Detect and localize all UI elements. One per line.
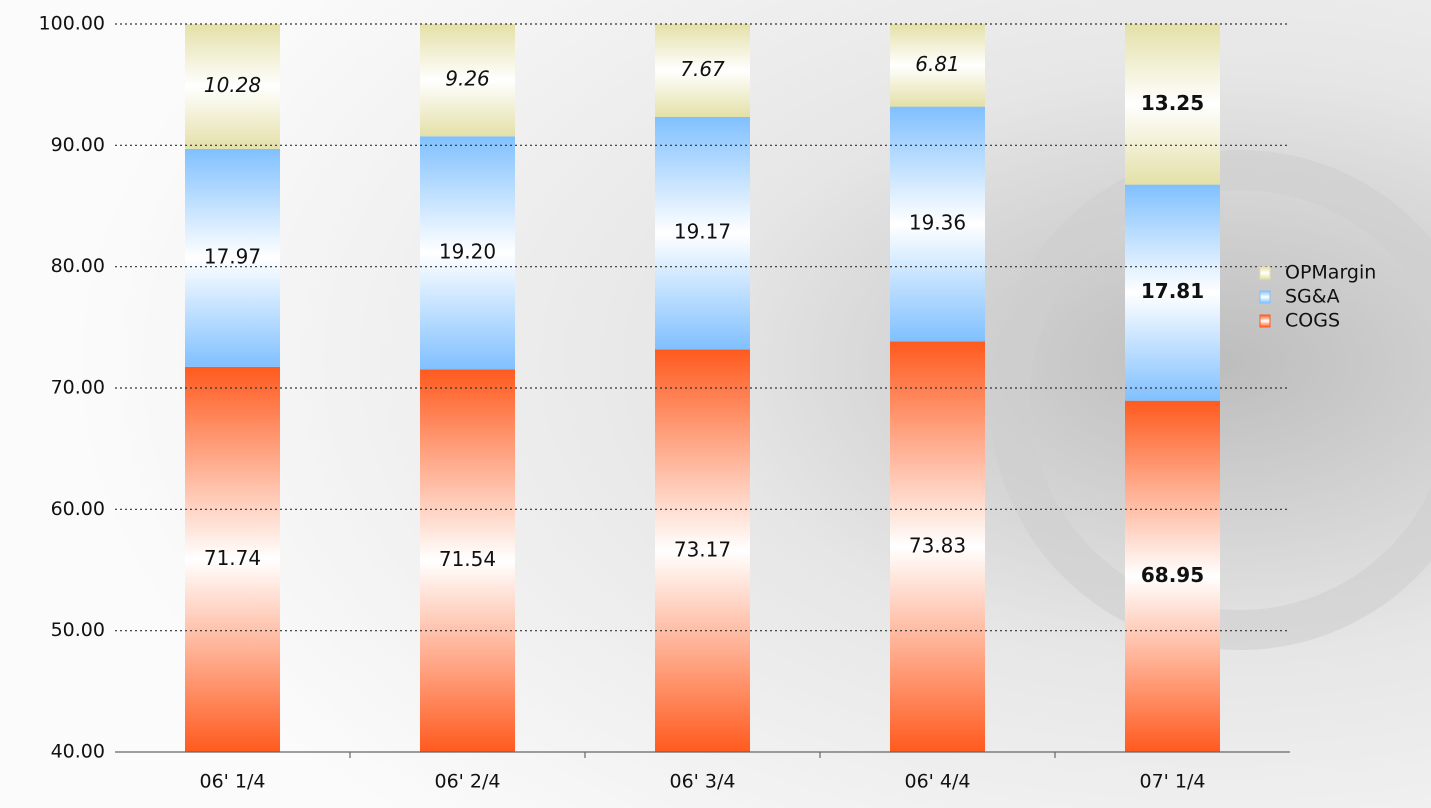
y-tick-label: 70.00 xyxy=(51,377,105,399)
value-label: 17.97 xyxy=(204,244,261,268)
value-label: 19.36 xyxy=(909,211,966,235)
bar-segment xyxy=(420,24,515,137)
value-label: 9.26 xyxy=(445,67,490,91)
legend-swatch xyxy=(1259,266,1271,280)
value-label: 13.25 xyxy=(1141,91,1204,115)
value-label: 17.81 xyxy=(1141,279,1204,303)
bar-segment xyxy=(1125,184,1220,401)
value-label: 19.17 xyxy=(674,220,731,244)
value-label: 73.17 xyxy=(674,537,731,561)
bar-segment xyxy=(655,24,750,117)
bar-segment xyxy=(420,369,515,752)
legend-label: COGS xyxy=(1285,310,1340,332)
x-tick-label: 06' 4/4 xyxy=(904,771,970,793)
value-label: 71.74 xyxy=(204,546,261,570)
legend-label: OPMargin xyxy=(1285,262,1376,284)
x-tick-label: 07' 1/4 xyxy=(1139,771,1205,793)
bar-segment xyxy=(185,148,280,367)
value-label: 68.95 xyxy=(1141,563,1204,587)
legend-swatch xyxy=(1259,314,1271,328)
value-label: 7.67 xyxy=(680,57,725,81)
value-label: 10.28 xyxy=(204,73,261,97)
bar-segment xyxy=(655,116,750,350)
y-tick-label: 90.00 xyxy=(51,134,105,156)
x-tick-label: 06' 2/4 xyxy=(434,771,500,793)
value-label: 71.54 xyxy=(439,547,496,571)
x-tick-label: 06' 3/4 xyxy=(669,771,735,793)
bar-segment xyxy=(185,366,280,752)
y-tick-label: 80.00 xyxy=(51,255,105,277)
decor-wheel xyxy=(990,150,1431,650)
bar-segment xyxy=(655,349,750,752)
bar-segment xyxy=(1125,400,1220,752)
bar-segment xyxy=(1125,24,1220,185)
y-tick-label: 50.00 xyxy=(51,619,105,641)
plot-area xyxy=(185,24,1220,752)
value-label: 73.83 xyxy=(909,533,966,557)
bar-segment xyxy=(185,24,280,149)
y-tick-label: 40.00 xyxy=(51,741,105,763)
value-label: 6.81 xyxy=(915,52,960,76)
y-tick-label: 100.00 xyxy=(39,13,105,35)
legend-label: SG&A xyxy=(1285,286,1340,308)
value-label: 19.20 xyxy=(439,239,496,263)
legend-swatch xyxy=(1259,290,1271,304)
bar-segment xyxy=(420,136,515,370)
bar-segment xyxy=(890,24,985,107)
bar-segment xyxy=(890,341,985,752)
x-tick-label: 06' 1/4 xyxy=(199,771,265,793)
y-tick-label: 60.00 xyxy=(51,498,105,520)
